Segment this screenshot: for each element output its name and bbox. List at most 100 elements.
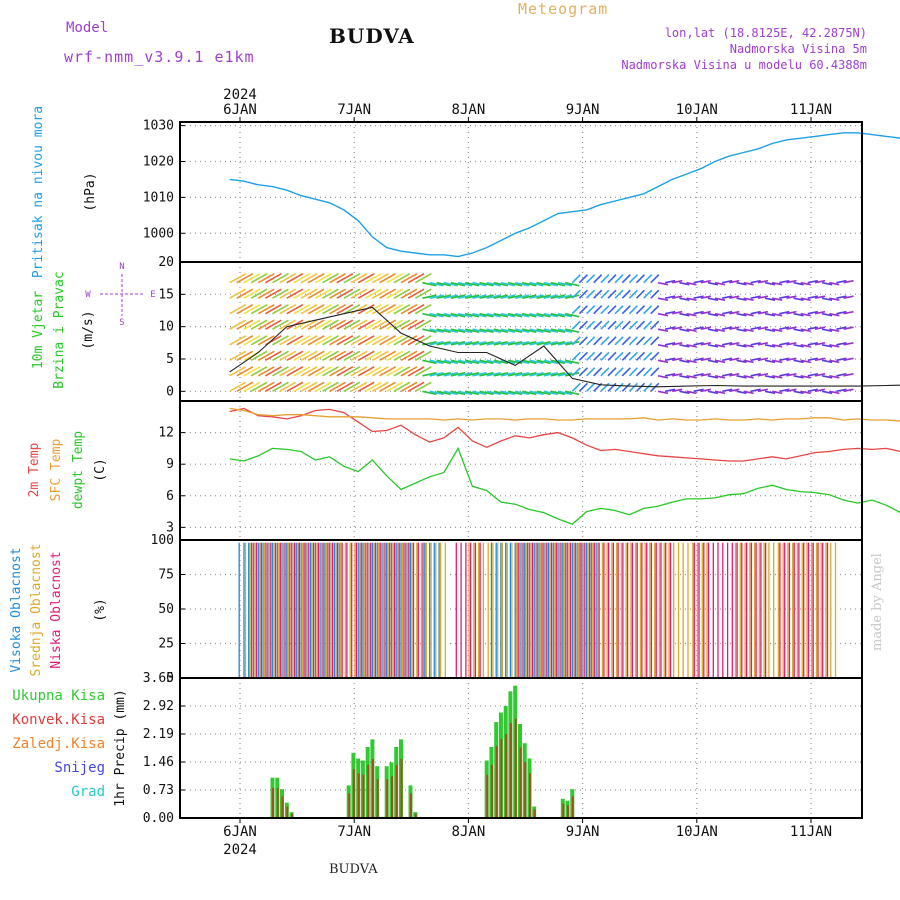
- wind-barb: [621, 382, 631, 392]
- wind-barb: [550, 372, 566, 377]
- wind-barb: [693, 326, 704, 330]
- wind-barb: [714, 281, 726, 286]
- wind-barb: [600, 289, 610, 299]
- wind-barb: [672, 310, 683, 315]
- wind-barb: [279, 288, 297, 299]
- wind-barb: [664, 373, 676, 377]
- y-tick-label: 3: [166, 520, 174, 535]
- wind-barb: [593, 336, 603, 346]
- wind-barb: [578, 367, 588, 377]
- wind-barb: [243, 273, 261, 284]
- precip-conv-bar: [486, 774, 489, 818]
- wind-barb: [764, 281, 776, 286]
- wind-barb: [493, 281, 508, 287]
- wind-barb: [736, 297, 747, 301]
- wind-barb: [336, 319, 354, 330]
- wind-barb: [557, 390, 573, 396]
- wind-barb: [343, 273, 361, 284]
- wind-barb: [836, 326, 847, 330]
- wind-barb: [686, 390, 697, 395]
- wind-barb: [500, 294, 516, 299]
- wind-barb: [635, 305, 646, 315]
- wind-barb: [614, 351, 624, 361]
- precip-conv-bar: [514, 718, 517, 818]
- precip-legend-4: Grad: [71, 784, 105, 800]
- model-label: Model: [66, 20, 109, 36]
- wind-barb: [279, 366, 297, 377]
- precip-conv-bar: [367, 764, 370, 818]
- wind-barb: [529, 328, 544, 333]
- x-tick-label-top: 7JAN: [337, 102, 371, 118]
- wind-barb: [315, 288, 332, 299]
- wind-barb: [350, 350, 368, 361]
- wind-barb: [407, 288, 425, 299]
- x-tick-label-bottom: 9JAN: [566, 824, 600, 840]
- wind-barb: [357, 273, 375, 284]
- wind-barb: [607, 351, 617, 361]
- wind-barb: [607, 336, 617, 346]
- wind-barb: [479, 341, 494, 346]
- wind-barb: [500, 328, 516, 333]
- wind-barb: [507, 294, 523, 299]
- precip-conv-bar: [410, 793, 412, 818]
- wind-barb: [786, 357, 797, 362]
- wind-barb: [450, 294, 466, 299]
- wind-barb: [236, 366, 254, 377]
- wind-barb: [243, 381, 261, 392]
- wind-barb: [450, 281, 466, 287]
- wind-barb: [793, 312, 804, 317]
- wind-barb: [643, 274, 653, 284]
- y-tick-label: 3.65: [143, 671, 174, 686]
- wind-barb: [736, 312, 747, 317]
- wind-barb: [829, 328, 840, 332]
- wind-barb: [786, 388, 797, 393]
- wind-barb: [307, 335, 325, 346]
- wind-barb: [578, 305, 588, 315]
- temp-line-2: [229, 446, 900, 525]
- wind-barb: [257, 304, 275, 315]
- wind-barb: [315, 381, 332, 392]
- wind-barb: [422, 328, 437, 333]
- wind-barb: [779, 342, 790, 346]
- wind-barb: [650, 382, 660, 392]
- wind-barb: [364, 273, 382, 284]
- wind-barb: [607, 289, 617, 299]
- wind-barb: [329, 335, 346, 346]
- y-tick-label: 15: [158, 287, 174, 302]
- wind-barb: [372, 273, 389, 284]
- wind-barb: [836, 279, 847, 284]
- wind-barb: [486, 312, 501, 318]
- wind-barb: [536, 281, 551, 287]
- wind-barb: [350, 304, 368, 315]
- wind-barb: [443, 328, 458, 333]
- wind-barb: [793, 344, 804, 348]
- wind-barb: [686, 297, 697, 301]
- wind-barb: [814, 388, 826, 393]
- wind-barb: [250, 304, 268, 315]
- wind-barb: [450, 390, 466, 396]
- wind-barb: [700, 279, 711, 284]
- wind-barb: [628, 336, 638, 346]
- wind-barb: [293, 288, 311, 299]
- wind-barb: [393, 366, 411, 377]
- wind-barb: [693, 342, 704, 346]
- wind-barb: [672, 295, 683, 299]
- wind-barb: [379, 319, 396, 330]
- wind-barb: [379, 288, 396, 299]
- wind-barb: [300, 288, 318, 299]
- wind-barb: [722, 295, 733, 299]
- wind-barb: [329, 381, 346, 392]
- wind-barb: [707, 359, 719, 364]
- y-tick-label: 1000: [143, 226, 174, 241]
- precip-conv-bar: [391, 776, 393, 818]
- wind-barb: [500, 390, 516, 396]
- wind-barb: [250, 335, 268, 346]
- compass-south-label: S: [119, 318, 124, 328]
- wind-barb: [350, 273, 368, 284]
- wind-barb: [307, 273, 325, 284]
- wind-barb: [343, 366, 361, 377]
- page-title: BUDVA: [329, 24, 415, 48]
- wind-barb: [500, 281, 516, 287]
- wind-barb: [793, 328, 804, 332]
- footer-title: BUDVA: [329, 862, 378, 877]
